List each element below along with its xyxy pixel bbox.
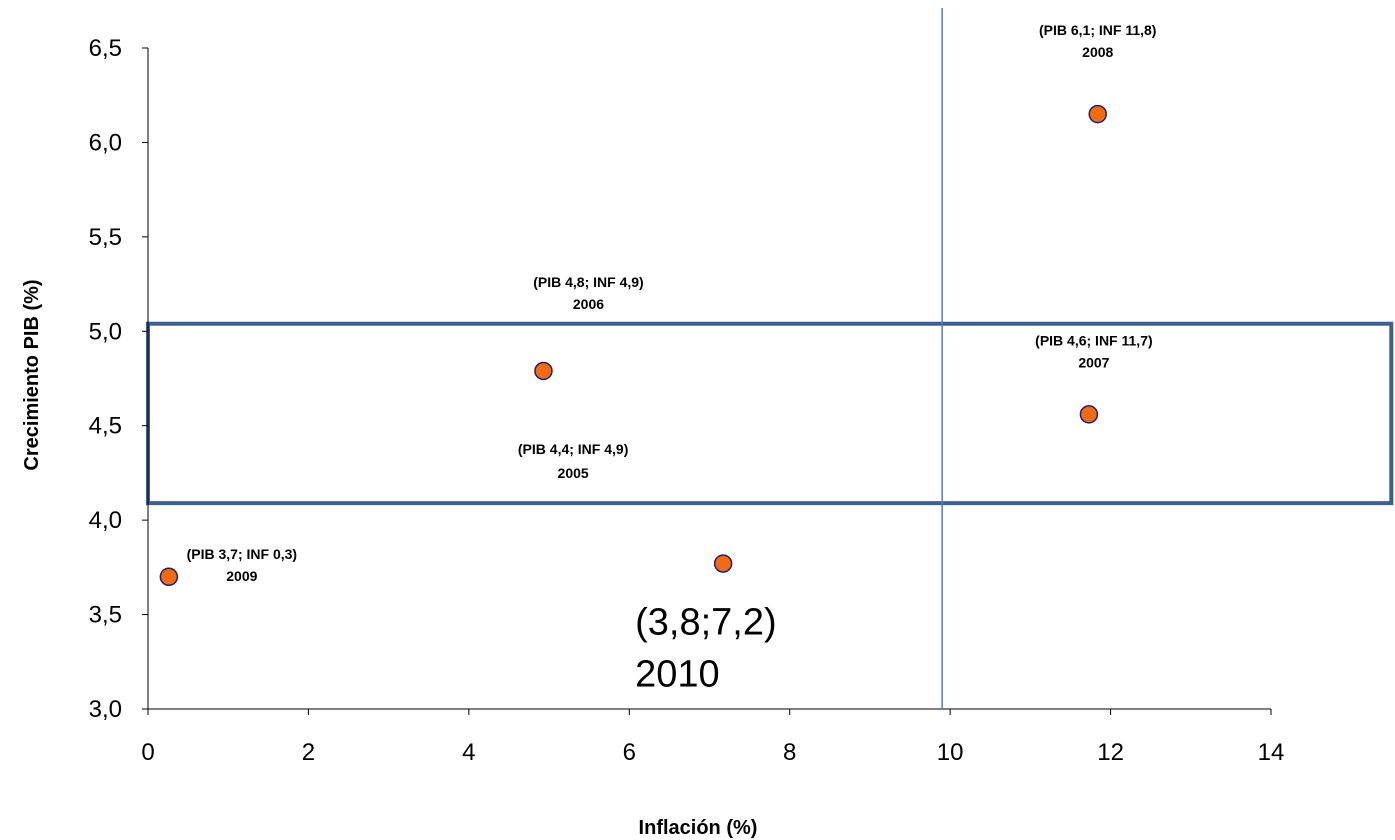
x-tick-label: 12 <box>1097 739 1124 766</box>
data-point <box>713 554 733 573</box>
highlight-box <box>146 321 1394 506</box>
axes-layer: 0 2 4 6 8 10 12 14 3,0 3,5 4,0 4,5 5,0 5,5 6,0 6,5 <box>89 35 1285 766</box>
data-point-label: (3,8;7,2) <box>635 602 777 644</box>
data-point-year-label: 2009 <box>226 568 257 584</box>
y-tick-label: 3,0 <box>89 696 122 723</box>
x-tick-label: 10 <box>937 739 964 766</box>
data-point-label: (PIB 6,1; INF 11,8) <box>1039 22 1156 38</box>
annotation-year-label: 2005 <box>558 465 589 481</box>
point-labels-layer: (PIB 3,7; INF 0,3) 2009 (PIB 4,8; INF 4,9)… <box>187 22 1157 695</box>
data-point-year-label: 2006 <box>573 296 604 312</box>
points-layer <box>159 104 1107 587</box>
data-point-label: (PIB 3,7; INF 0,3) <box>187 546 297 562</box>
y-axis-title: Crecimiento PIB (%) <box>21 279 43 470</box>
data-point <box>1079 405 1099 424</box>
y-tick-label: 4,0 <box>89 507 122 534</box>
x-tick-label: 4 <box>462 739 475 766</box>
x-tick-label: 2 <box>302 739 315 766</box>
x-axis-title: Inflación (%) <box>639 817 758 839</box>
y-tick-label: 6,5 <box>89 35 122 62</box>
data-point <box>534 361 553 381</box>
highlight-box-layer <box>146 321 1394 506</box>
x-tick-label: 14 <box>1258 739 1285 766</box>
y-tick-label: 4,5 <box>89 413 122 440</box>
x-tick-label: 8 <box>783 739 796 766</box>
x-tick-label: 0 <box>141 739 154 766</box>
data-point-year-label: 2008 <box>1082 44 1113 60</box>
y-tick-label: 5,5 <box>89 224 122 251</box>
data-point-label: (PIB 4,8; INF 4,9) <box>533 274 643 290</box>
data-point-year-label: 2010 <box>635 654 720 696</box>
y-tick-label: 3,5 <box>89 602 122 629</box>
data-point-label: (PIB 4,6; INF 11,7) <box>1035 332 1152 348</box>
data-point <box>159 567 179 587</box>
data-point <box>1088 104 1107 124</box>
x-tick-label: 6 <box>623 739 636 766</box>
y-tick-label: 6,0 <box>89 129 122 156</box>
y-tick-label: 5,0 <box>89 318 122 345</box>
data-point-year-label: 2007 <box>1078 354 1109 370</box>
annotation-label: (PIB 4,4; INF 4,9) <box>518 441 628 457</box>
